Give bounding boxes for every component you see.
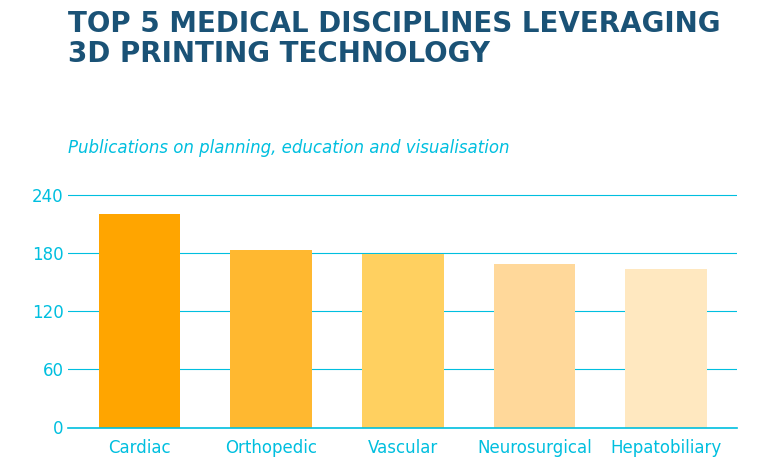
Bar (230, 250, 312, 428)
Bar (99, 214, 180, 428)
Bar (493, 265, 575, 428)
Text: TOP 5 MEDICAL DISCIPLINES LEVERAGING
3D PRINTING TECHNOLOGY: TOP 5 MEDICAL DISCIPLINES LEVERAGING 3D … (68, 10, 721, 68)
Text: Publications on planning, education and visualisation: Publications on planning, education and … (68, 139, 510, 157)
Bar (362, 254, 444, 428)
Bar (625, 269, 707, 428)
